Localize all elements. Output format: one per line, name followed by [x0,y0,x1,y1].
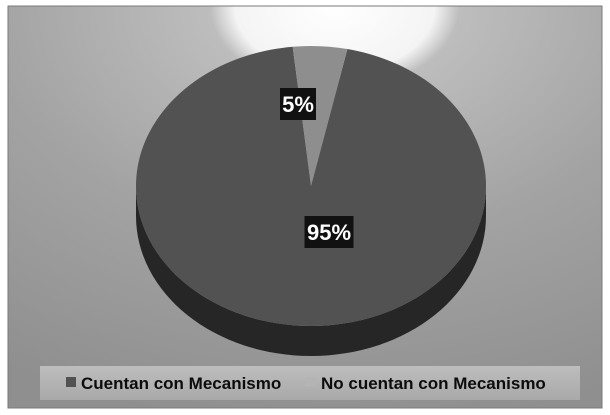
pie-group [136,46,487,356]
legend-label-1: No cuentan con Mecanismo [321,374,546,393]
data-label-box-1 [280,88,316,120]
pie-slice-0 [136,46,487,327]
legend-swatch-0 [66,377,76,387]
legend-label-0: Cuentan con Mecanismo [81,374,281,393]
pie-slice-side-0 [136,186,486,356]
data-label-1: 5% [282,92,314,117]
data-label-box-0 [304,216,354,248]
data-label-group: 95% 5% [280,88,354,248]
legend-swatch-1 [306,377,316,387]
data-label-0: 95% [307,220,351,245]
legend: Cuentan con Mecanismo No cuentan con Mec… [40,366,580,400]
pie-slice-1 [292,46,348,187]
